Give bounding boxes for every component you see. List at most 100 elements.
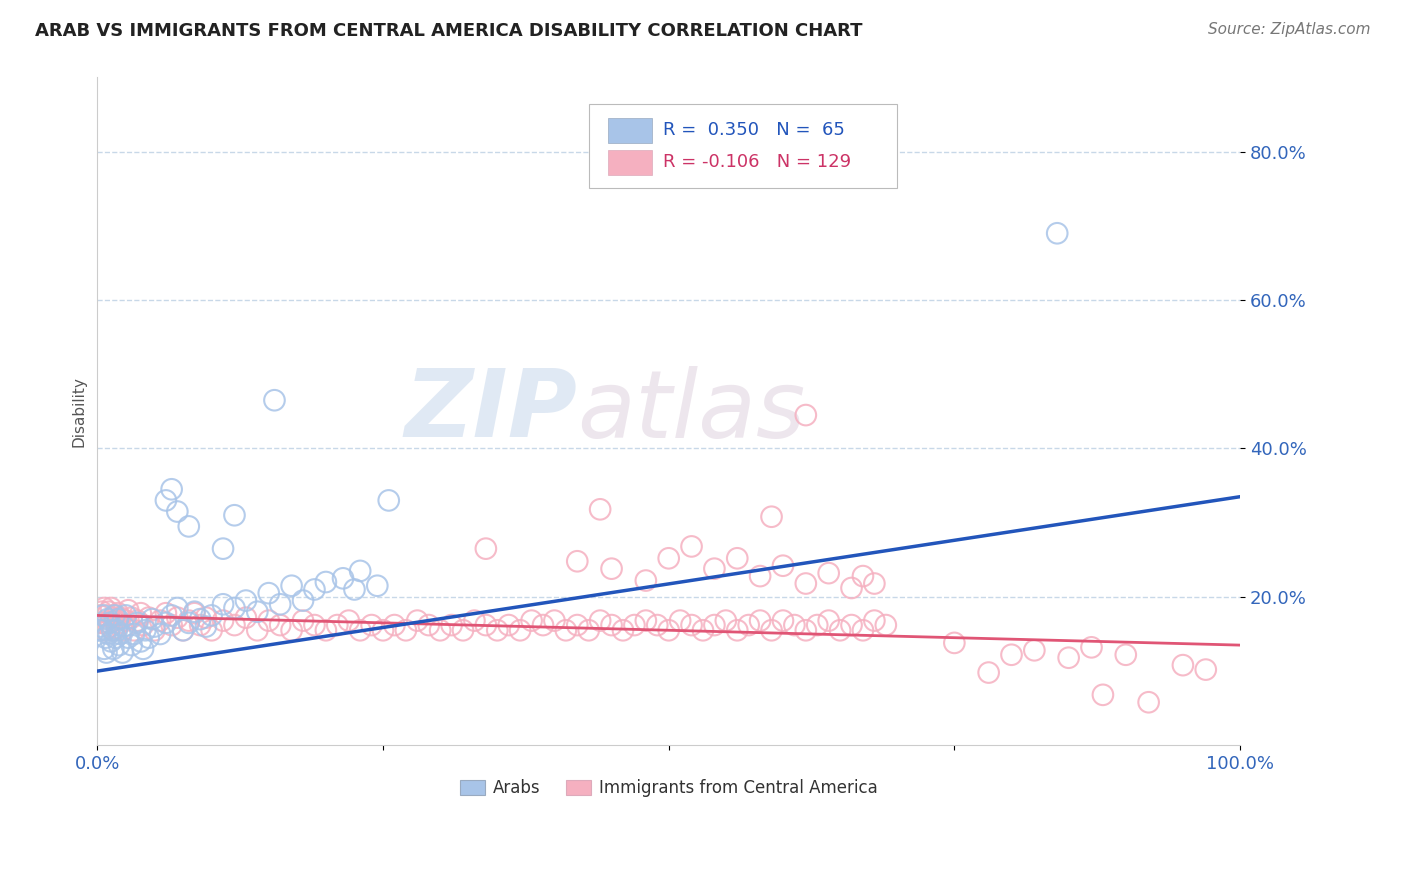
Point	[188, 618, 211, 632]
Point	[90, 605, 112, 619]
Point	[366, 579, 388, 593]
Point	[97, 627, 120, 641]
Point	[406, 614, 429, 628]
Point	[589, 614, 612, 628]
Point	[841, 581, 863, 595]
Point	[160, 608, 183, 623]
Legend: Arabs, Immigrants from Central America: Arabs, Immigrants from Central America	[453, 772, 884, 804]
Point	[681, 618, 703, 632]
Point	[304, 582, 326, 597]
Point	[224, 508, 246, 523]
Point	[692, 624, 714, 638]
Point	[794, 576, 817, 591]
Point	[703, 618, 725, 632]
Point	[98, 619, 121, 633]
Point	[155, 606, 177, 620]
Point	[830, 624, 852, 638]
Point	[160, 618, 183, 632]
Point	[104, 608, 127, 623]
Point	[212, 541, 235, 556]
Point	[1195, 663, 1218, 677]
Y-axis label: Disability: Disability	[72, 376, 86, 447]
Point	[108, 627, 131, 641]
Point	[841, 618, 863, 632]
Point	[292, 593, 315, 607]
Point	[224, 601, 246, 615]
Point	[554, 624, 576, 638]
Point	[89, 608, 111, 623]
Point	[177, 614, 200, 628]
Point	[257, 586, 280, 600]
Point	[129, 634, 152, 648]
Point	[263, 393, 285, 408]
Point	[440, 618, 463, 632]
Point	[1080, 640, 1102, 655]
Point	[1115, 648, 1137, 662]
Point	[104, 631, 127, 645]
Point	[103, 641, 125, 656]
Point	[134, 624, 156, 638]
Point	[292, 614, 315, 628]
Point	[121, 638, 143, 652]
Point	[111, 624, 134, 638]
Point	[155, 493, 177, 508]
Point	[725, 624, 748, 638]
Text: Source: ZipAtlas.com: Source: ZipAtlas.com	[1208, 22, 1371, 37]
Point	[332, 571, 354, 585]
Point	[977, 665, 1000, 680]
Point	[166, 610, 188, 624]
Point	[349, 564, 371, 578]
Point	[761, 624, 783, 638]
Point	[122, 627, 145, 641]
Point	[103, 614, 125, 628]
Point	[806, 618, 828, 632]
Point	[714, 614, 737, 628]
Point	[1137, 695, 1160, 709]
Point	[91, 608, 114, 623]
Point	[108, 615, 131, 630]
Point	[817, 614, 839, 628]
FancyBboxPatch shape	[589, 104, 897, 187]
Point	[645, 618, 668, 632]
Point	[97, 615, 120, 630]
Point	[89, 624, 111, 638]
Point	[852, 569, 875, 583]
Point	[115, 614, 138, 628]
Point	[96, 646, 118, 660]
Point	[212, 597, 235, 611]
FancyBboxPatch shape	[609, 150, 651, 175]
Point	[349, 624, 371, 638]
Point	[326, 618, 349, 632]
Point	[269, 597, 291, 611]
Point	[235, 593, 257, 607]
Point	[112, 619, 135, 633]
Point	[111, 646, 134, 660]
Point	[703, 562, 725, 576]
Text: ZIP: ZIP	[405, 366, 578, 458]
Point	[201, 608, 224, 623]
Point	[107, 606, 129, 620]
Point	[100, 634, 122, 648]
Point	[1091, 688, 1114, 702]
Point	[578, 624, 600, 638]
Point	[224, 618, 246, 632]
Point	[315, 624, 337, 638]
Point	[257, 614, 280, 628]
Point	[143, 619, 166, 633]
Point	[749, 614, 772, 628]
Point	[117, 603, 139, 617]
Point	[108, 638, 131, 652]
Point	[194, 619, 217, 633]
Text: R =  0.350   N =  65: R = 0.350 N = 65	[664, 121, 845, 139]
Point	[623, 618, 645, 632]
Point	[658, 624, 681, 638]
Point	[155, 615, 177, 630]
Text: ARAB VS IMMIGRANTS FROM CENTRAL AMERICA DISABILITY CORRELATION CHART: ARAB VS IMMIGRANTS FROM CENTRAL AMERICA …	[35, 22, 863, 40]
Point	[852, 624, 875, 638]
Point	[429, 624, 451, 638]
Point	[772, 558, 794, 573]
Point	[418, 618, 440, 632]
Point	[91, 615, 114, 630]
Point	[127, 614, 149, 628]
Point	[129, 606, 152, 620]
